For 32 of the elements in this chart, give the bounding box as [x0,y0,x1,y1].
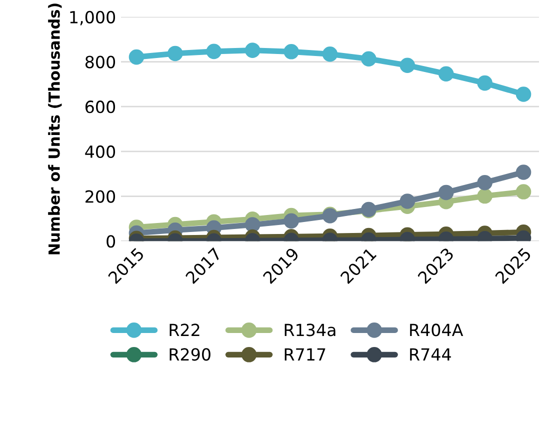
legend-label: R744 [410,348,451,360]
legend-label: R404A [410,324,464,336]
point [244,42,260,58]
point [516,184,532,200]
legend-label: R22 [170,324,200,336]
point [400,194,416,209]
point [438,184,454,200]
point [168,46,183,62]
y-axis-title: Number of Units (Thousands) [48,4,62,254]
point [516,164,532,180]
point [516,86,532,102]
point [361,51,376,66]
point [400,58,416,73]
legend-label: R290 [170,348,210,361]
point [477,188,492,204]
y-tick-label: 400 [85,145,116,158]
point [477,75,492,91]
y-tick-label: 0 [106,235,116,248]
legend-label: R717 [284,348,326,360]
point [284,44,299,60]
point [477,174,492,190]
y-tick-label: 1,000 [70,10,116,26]
legend-label: R134a [284,324,336,336]
y-tick-label: 200 [86,190,116,203]
point [128,49,144,65]
y-tick-label: 600 [85,100,116,114]
y-tick-label: 800 [85,56,116,68]
point [206,44,222,60]
point [284,213,299,229]
point [322,46,338,62]
point [244,217,260,232]
point [438,66,454,82]
